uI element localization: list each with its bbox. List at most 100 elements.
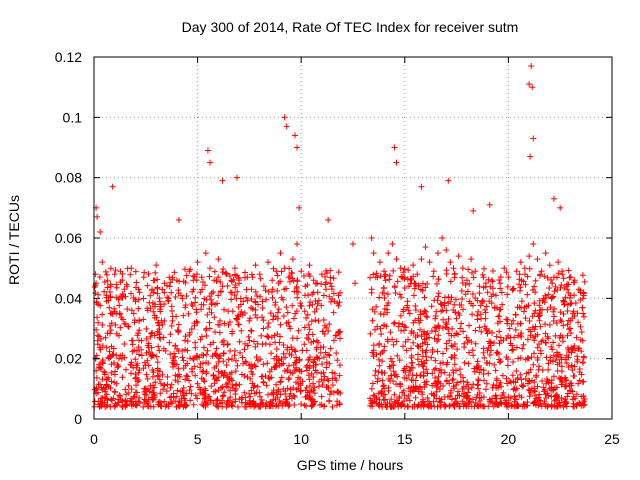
data-point (541, 273, 548, 280)
data-point (376, 340, 383, 347)
data-point (245, 333, 252, 340)
data-point (319, 381, 326, 388)
data-point (294, 335, 301, 342)
data-point (367, 330, 374, 337)
data-point (274, 287, 281, 294)
data-point (215, 368, 222, 375)
data-point (378, 331, 385, 338)
data-point (507, 395, 514, 402)
data-point (421, 360, 428, 367)
data-point (180, 312, 187, 319)
data-point (565, 354, 572, 361)
data-point (388, 396, 395, 403)
data-point (106, 304, 113, 311)
data-point (285, 319, 292, 326)
data-point (511, 402, 518, 409)
data-point (517, 320, 524, 327)
data-point (486, 201, 493, 208)
data-point (134, 332, 141, 339)
data-point (450, 265, 457, 272)
data-point (372, 372, 379, 379)
data-point (554, 287, 561, 294)
data-point (536, 272, 543, 279)
data-point (387, 329, 394, 336)
data-point (306, 326, 313, 333)
data-point (384, 309, 391, 316)
data-point (430, 398, 437, 405)
data-point (216, 329, 223, 336)
data-point (257, 293, 264, 300)
data-point (496, 328, 503, 335)
data-point (108, 369, 115, 376)
grid (94, 57, 612, 419)
data-point (386, 276, 393, 283)
data-point (401, 274, 408, 281)
data-point (321, 402, 328, 409)
data-point (434, 297, 441, 304)
data-point (223, 271, 230, 278)
data-point (281, 265, 288, 272)
data-point (165, 295, 172, 302)
data-point (106, 288, 113, 295)
data-point (385, 375, 392, 382)
data-point (208, 309, 215, 316)
data-point (315, 317, 322, 324)
data-point (504, 316, 511, 323)
data-point (185, 310, 192, 317)
data-point (442, 402, 449, 409)
data-point (534, 354, 541, 361)
data-point (220, 372, 227, 379)
data-point (548, 343, 555, 350)
data-point (441, 393, 448, 400)
data-point (484, 330, 491, 337)
y-tick-labels: 0 0.02 0.04 0.06 0.08 0.1 0.12 (55, 49, 82, 427)
data-point (535, 366, 542, 373)
data-point (285, 362, 292, 369)
data-point (492, 367, 499, 374)
data-point (426, 400, 433, 407)
data-point (405, 283, 412, 290)
data-point (510, 285, 517, 292)
data-point (138, 346, 145, 353)
data-point (291, 288, 298, 295)
data-point (552, 357, 559, 364)
data-point (117, 268, 124, 275)
data-point (138, 337, 145, 344)
data-point (308, 318, 315, 325)
data-point (403, 375, 410, 382)
data-point (144, 342, 151, 349)
data-point (477, 302, 484, 309)
data-point (505, 332, 512, 339)
data-point (225, 322, 232, 329)
data-point (542, 321, 549, 328)
data-point (417, 311, 424, 318)
data-point (239, 354, 246, 361)
data-point (434, 280, 441, 287)
data-point (512, 311, 519, 318)
data-point (314, 355, 321, 362)
data-point (337, 390, 344, 397)
data-point (521, 265, 528, 272)
data-point (284, 309, 291, 316)
data-point (562, 376, 569, 383)
data-point (483, 380, 490, 387)
data-point (517, 259, 524, 266)
data-point (578, 393, 585, 400)
data-point (452, 309, 459, 316)
data-point (223, 403, 230, 410)
data-point (462, 291, 469, 298)
data-point (368, 286, 375, 293)
data-point (154, 359, 161, 366)
data-point (431, 392, 438, 399)
data-point (398, 401, 405, 408)
data-point (569, 388, 576, 395)
data-point (180, 357, 187, 364)
data-point (525, 386, 532, 393)
data-point (524, 291, 531, 298)
data-point (200, 368, 207, 375)
x-tick-label: 25 (604, 431, 620, 447)
data-point (121, 354, 128, 361)
data-point (164, 381, 171, 388)
data-point (156, 295, 163, 302)
data-point (492, 392, 499, 399)
